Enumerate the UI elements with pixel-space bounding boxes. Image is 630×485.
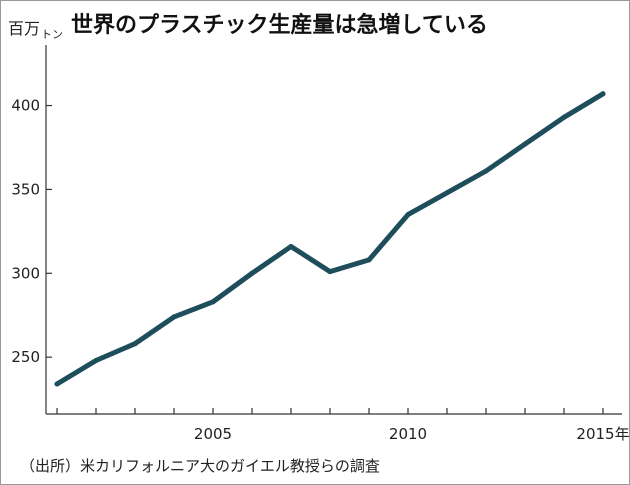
y-axis-unit-label: 百万 (8, 19, 40, 38)
source-note: （出所）米カリフォルニア大のガイエル教授らの調査 (20, 457, 380, 475)
chart-title: 世界のプラスチック生産量は急増している (71, 12, 488, 38)
data-point (561, 114, 567, 120)
data-point (405, 212, 411, 218)
data-point (444, 190, 450, 196)
data-point (522, 141, 528, 147)
data-point (288, 243, 294, 249)
data-point (483, 168, 489, 174)
x-tick-label: 2005 (194, 425, 232, 443)
y-axis-ticks: 250 300 350 400 (11, 97, 52, 366)
y-axis-unit-suffix: トン (41, 28, 63, 41)
y-tick-label: 250 (11, 348, 40, 366)
y-tick-label: 350 (11, 180, 40, 198)
data-point (249, 270, 255, 276)
data-point (366, 257, 372, 263)
x-tick-label: 2015年 (576, 425, 629, 443)
data-point (93, 358, 99, 364)
data-point (210, 299, 216, 305)
data-point (171, 314, 177, 320)
data-point (54, 381, 60, 387)
data-point (600, 91, 606, 97)
x-axis-ticks: 2005 2010 2015年 (56, 408, 630, 443)
y-tick-label: 400 (11, 97, 40, 115)
y-tick-label: 300 (11, 264, 40, 282)
data-point (327, 269, 333, 275)
series-layer (54, 91, 606, 387)
data-point (132, 341, 138, 347)
series-line (54, 91, 606, 387)
x-tick-label: 2010 (389, 425, 427, 443)
